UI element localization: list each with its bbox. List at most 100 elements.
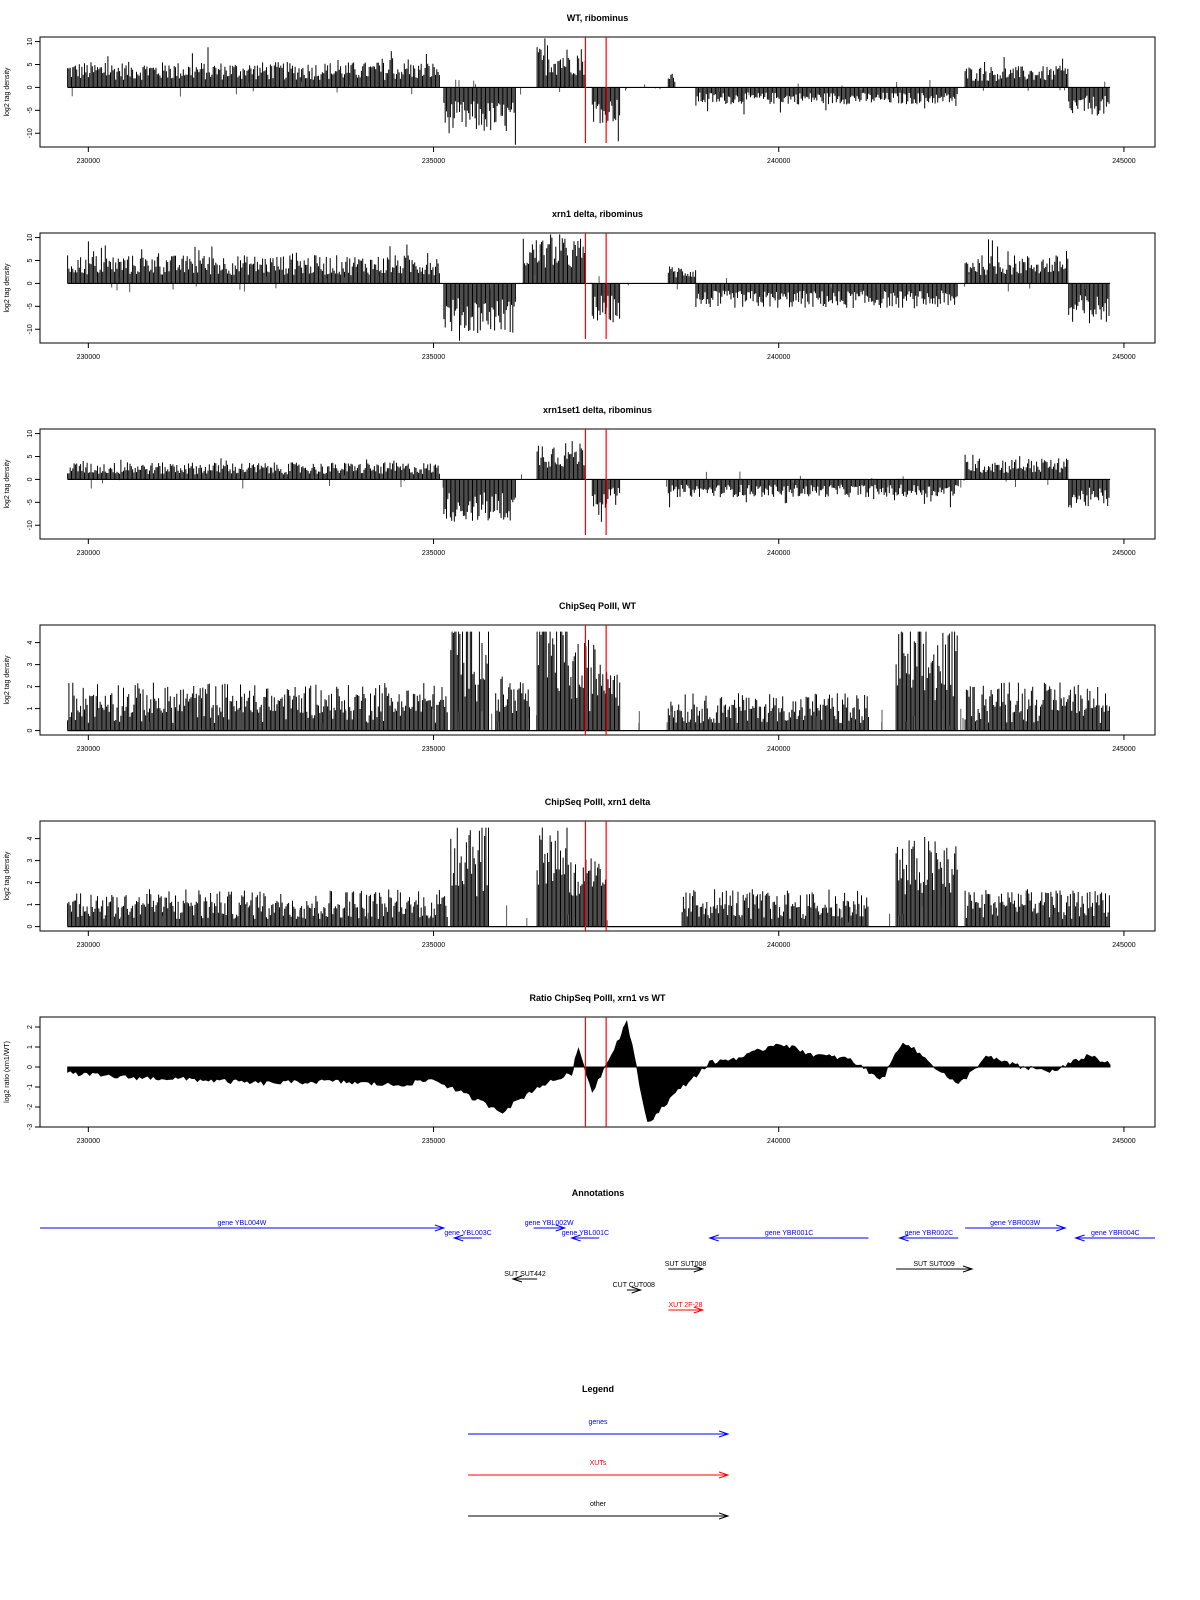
feature-label: SUT SUT009	[913, 1261, 955, 1268]
x-tick-label: 240000	[767, 158, 790, 165]
region-2	[450, 631, 489, 731]
bar-group	[450, 631, 489, 731]
data-bars	[67, 631, 1110, 731]
annotation-feature: gene YBL004W	[40, 1220, 446, 1232]
y-tick-label: -5	[27, 107, 34, 113]
region-8	[1068, 283, 1110, 324]
region-1	[67, 47, 440, 88]
chart-panel-4: ChipSeq PolII, WT 0 1 2 3 4 log2 tag density 23…	[4, 601, 1156, 753]
x-tick-label: 245000	[1112, 354, 1135, 361]
x-tick-label: 230000	[77, 550, 100, 557]
region-1	[67, 682, 448, 731]
plot-frame	[39, 1016, 1156, 1128]
x-tick-label: 245000	[1112, 942, 1135, 949]
x-tick-label: 240000	[767, 550, 790, 557]
arrow-head-icon	[1074, 1234, 1085, 1242]
bar-group	[67, 458, 440, 480]
region-3	[522, 234, 585, 284]
bar-group	[90, 471, 1061, 489]
y-tick-label: 0	[27, 281, 34, 285]
bar-group	[67, 889, 448, 927]
x-axis: 230000 235000 240000 245000	[77, 1127, 1136, 1145]
annotations-panel: Annotations gene YBL004W gene YBL003C gene …	[40, 1188, 1155, 1314]
y-tick-label: 10	[27, 430, 34, 438]
y-axis: 0 1 2 3 4	[27, 641, 40, 733]
x-tick-label: 240000	[767, 354, 790, 361]
plot-frame	[39, 428, 1156, 540]
chart-panel-3: xrn1set1 delta, ribominus -10 -5 0 5 10 log2 t…	[4, 405, 1156, 557]
y-tick-label: -5	[27, 499, 34, 505]
arrow-head-icon	[962, 1265, 974, 1273]
data-bars	[67, 441, 1110, 522]
bar-group	[443, 87, 516, 145]
region-4	[591, 87, 621, 142]
bar-group	[667, 693, 869, 731]
y-axis: -10 -5 0 5 10	[27, 430, 40, 530]
region-2	[443, 87, 516, 145]
annotation-feature: gene YBL003C	[444, 1230, 492, 1242]
annotation-feature: SUT SUT008	[665, 1261, 706, 1273]
y-tick-label: 1	[27, 903, 34, 907]
arrow-head-icon	[631, 1286, 643, 1294]
y-tick-label: 2	[27, 1025, 34, 1029]
bar-group	[536, 441, 586, 480]
arrow-head-icon	[1056, 1224, 1067, 1232]
bar-group	[67, 47, 440, 88]
arrow-head-icon	[555, 1224, 567, 1232]
bar-group	[571, 639, 621, 731]
legend-entry-other: other	[468, 1501, 730, 1520]
region-3	[536, 38, 586, 88]
bar-group	[695, 87, 958, 115]
annotation-feature: gene YBR003W	[965, 1220, 1067, 1232]
feature-label: gene YBL004W	[217, 1220, 266, 1227]
x-tick-label: 240000	[767, 746, 790, 753]
arrow-head-icon	[693, 1265, 705, 1273]
bar-group	[536, 38, 586, 88]
x-axis: 230000 235000 240000 245000	[77, 343, 1136, 361]
x-tick-label: 235000	[422, 746, 445, 753]
y-tick-label: 5	[27, 258, 34, 262]
x-tick-label: 245000	[1112, 1138, 1135, 1145]
x-tick-label: 245000	[1112, 746, 1135, 753]
region-5	[571, 639, 621, 731]
bar-group	[1068, 479, 1110, 508]
feature-label: gene YBR001C	[765, 1230, 814, 1237]
bar-group	[536, 631, 572, 731]
plot-frame	[39, 232, 1156, 344]
legend-label: genes	[588, 1419, 608, 1426]
arrow-head-icon	[897, 1234, 909, 1242]
bar-group	[667, 479, 959, 508]
feature-label: SUT SUT442	[504, 1271, 546, 1278]
bar-group	[895, 631, 958, 731]
legend-label: XUTs	[590, 1460, 607, 1467]
x-tick-label: 245000	[1112, 158, 1135, 165]
y-axis: -3 -2 -1 0 1 2	[27, 1025, 40, 1130]
arrow-head-icon	[570, 1234, 581, 1242]
ratio-area	[67, 1020, 1111, 1122]
chart-title: xrn1set1 delta, ribominus	[543, 405, 652, 415]
legend-label: other	[590, 1501, 607, 1508]
y-tick-label: 5	[27, 454, 34, 458]
x-axis: 230000 235000 240000 245000	[77, 539, 1136, 557]
chart-title: ChipSeq PolII, WT	[559, 601, 636, 611]
plot-frame	[39, 820, 1156, 932]
bar-group	[1068, 283, 1110, 324]
legend-panel: Legend genes XUTs other	[468, 1384, 730, 1520]
chart-title: ChipSeq PolII, xrn1 delta	[545, 797, 652, 807]
region-1	[67, 889, 448, 927]
region-6	[667, 693, 869, 731]
region-2	[443, 283, 516, 341]
x-tick-label: 240000	[767, 942, 790, 949]
feature-label: gene YBL002W	[525, 1220, 574, 1227]
annotation-feature: gene YBR004C	[1074, 1230, 1155, 1242]
bar-group	[495, 676, 530, 731]
y-tick-label: -1	[27, 1084, 34, 1090]
y-tick-label: 0	[27, 1065, 34, 1069]
annotations-title: Annotations	[572, 1188, 625, 1198]
data-bars	[67, 827, 1110, 927]
region-7	[964, 889, 1110, 927]
chart-title: xrn1 delta, ribominus	[552, 209, 643, 219]
y-tick-label: -5	[27, 303, 34, 309]
x-tick-label: 235000	[422, 158, 445, 165]
annotation-feature: XUT 2F-28	[668, 1302, 705, 1314]
